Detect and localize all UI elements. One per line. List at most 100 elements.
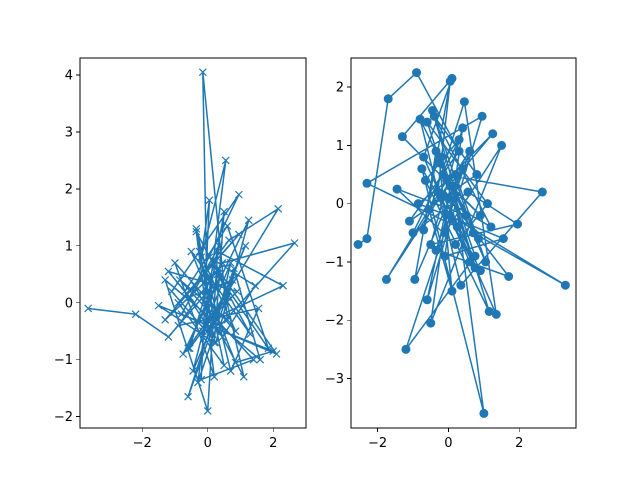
data-point-x-marker <box>177 310 186 319</box>
data-point-x-marker <box>218 332 227 341</box>
y-tick-label: 0 <box>336 197 344 212</box>
data-point-x-marker <box>272 350 281 358</box>
data-point-x-marker <box>212 338 220 347</box>
data-point-circle-marker <box>410 274 420 284</box>
data-point-x-marker <box>161 315 170 324</box>
data-point-x-marker <box>174 321 183 330</box>
data-point-circle-marker <box>474 234 484 244</box>
data-point-x-marker <box>187 247 196 256</box>
data-point-x-marker <box>184 392 193 401</box>
data-point-circle-marker <box>419 225 429 235</box>
data-point-circle-marker <box>475 266 485 276</box>
y-tick-label: 3 <box>65 126 73 141</box>
data-point-circle-marker <box>465 257 475 267</box>
data-point-x-marker <box>205 196 214 205</box>
data-point-circle-marker <box>452 222 462 232</box>
data-point-x-marker <box>231 327 240 336</box>
y-tick-label: −1 <box>54 353 73 368</box>
data-point-circle-marker <box>504 272 514 282</box>
data-point-x-marker <box>192 227 201 236</box>
data-point-circle-marker <box>440 228 450 238</box>
data-point-circle-marker <box>459 97 469 107</box>
data-point-circle-marker <box>468 228 478 238</box>
data-point-x-marker <box>131 310 140 319</box>
data-point-circle-marker <box>438 190 448 200</box>
data-point-x-marker <box>244 216 253 225</box>
data-point-circle-marker <box>454 146 464 156</box>
data-point-x-marker <box>210 338 219 347</box>
data-point-x-marker <box>256 355 265 364</box>
data-point-circle-marker <box>408 228 418 238</box>
data-point-x-marker <box>197 253 206 262</box>
data-point-circle-marker <box>436 152 446 162</box>
data-point-x-marker <box>254 304 263 313</box>
data-point-circle-marker <box>488 129 498 139</box>
data-point-circle-marker <box>381 274 391 284</box>
y-tick-label: −3 <box>325 372 344 387</box>
data-point-circle-marker <box>449 181 459 191</box>
data-point-x-marker <box>220 207 229 216</box>
data-point-x-marker <box>198 68 207 77</box>
data-point-x-marker <box>161 276 170 284</box>
data-point-x-marker <box>231 358 240 367</box>
x-tick-label: 0 <box>444 436 452 451</box>
data-point-circle-marker <box>498 234 508 244</box>
data-point-circle-marker <box>422 117 432 127</box>
data-point-circle-marker <box>445 210 455 220</box>
data-point-circle-marker <box>458 164 468 174</box>
data-point-circle-marker <box>560 280 570 290</box>
data-point-x-marker <box>179 350 188 358</box>
data-point-circle-marker <box>392 184 402 194</box>
data-point-x-marker <box>223 315 232 324</box>
data-point-x-marker <box>220 361 229 370</box>
data-point-circle-marker <box>470 251 480 261</box>
data-point-x-marker <box>192 224 201 233</box>
data-point-x-marker <box>234 190 243 199</box>
data-point-x-marker <box>233 287 242 296</box>
data-point-circle-marker <box>424 204 434 214</box>
data-point-circle-marker <box>472 170 482 180</box>
y-tick-label: −2 <box>325 314 344 329</box>
data-point-x-marker <box>198 327 207 336</box>
data-point-circle-marker <box>451 239 461 249</box>
data-point-x-marker <box>195 247 204 256</box>
axes-frame <box>350 57 577 429</box>
data-point-x-marker <box>216 270 225 279</box>
data-point-circle-marker <box>401 344 411 354</box>
data-point-circle-marker <box>458 123 468 133</box>
data-point-x-marker <box>246 330 255 339</box>
data-point-circle-marker <box>445 76 455 86</box>
y-tick-label: 1 <box>65 239 73 254</box>
right-subplot: −2 0 2 −3 −2 −1 0 1 2 <box>325 57 577 451</box>
data-point-x-marker <box>84 304 93 313</box>
data-point-x-marker <box>223 287 232 296</box>
data-point-circle-marker <box>404 216 414 226</box>
data-point-circle-marker <box>461 210 471 220</box>
x-tick-label: −2 <box>368 436 387 451</box>
data-point-x-marker <box>193 378 202 387</box>
data-point-x-marker <box>241 241 250 250</box>
data-point-circle-marker <box>413 199 423 209</box>
data-point-circle-marker <box>415 114 425 124</box>
data-point-circle-marker <box>412 68 422 78</box>
data-point-x-marker <box>251 281 260 290</box>
data-point-x-marker <box>228 276 237 284</box>
data-point-circle-marker <box>477 111 487 121</box>
data-point-x-marker <box>154 301 163 310</box>
x-tick-label: 0 <box>204 436 212 451</box>
data-point-x-marker <box>223 293 232 302</box>
data-point-x-marker <box>205 253 214 262</box>
data-point-x-marker <box>239 372 248 381</box>
data-point-x-marker <box>274 204 283 213</box>
data-point-x-marker <box>213 315 222 324</box>
data-point-x-marker <box>210 372 219 381</box>
y-tick-label: 2 <box>336 81 344 96</box>
data-point-x-marker <box>226 258 235 267</box>
data-point-x-marker <box>215 241 224 250</box>
data-point-circle-marker <box>426 318 436 328</box>
data-point-x-marker <box>207 315 215 324</box>
data-point-x-marker <box>215 264 224 273</box>
y-tick-label: 4 <box>65 69 73 84</box>
data-point-circle-marker <box>426 239 436 249</box>
